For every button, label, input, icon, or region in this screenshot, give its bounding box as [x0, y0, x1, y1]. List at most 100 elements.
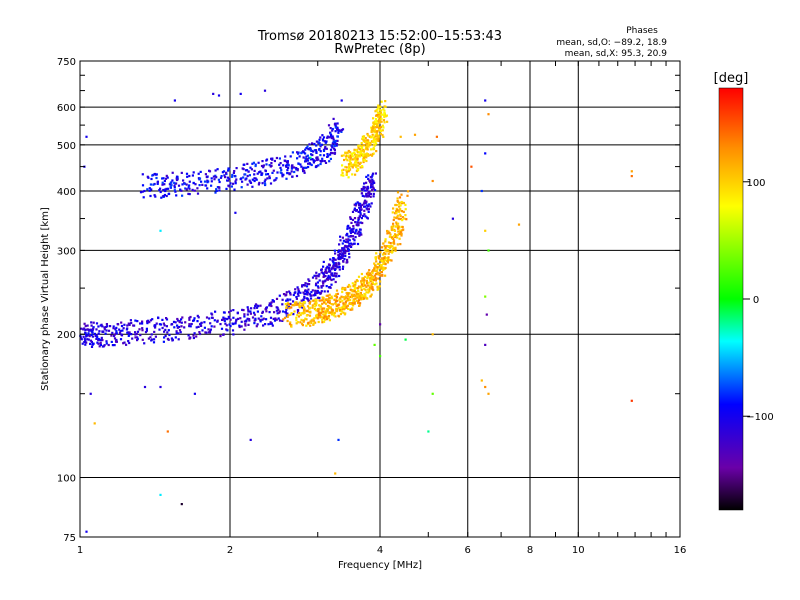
data-point	[258, 171, 261, 174]
data-point	[317, 158, 320, 161]
data-point	[387, 250, 390, 253]
data-point	[262, 324, 265, 327]
data-point	[325, 285, 328, 288]
data-point	[405, 218, 408, 221]
data-point	[354, 297, 357, 300]
data-point	[249, 166, 252, 169]
data-point	[165, 325, 168, 328]
data-point	[341, 256, 344, 260]
data-point	[303, 309, 306, 312]
data-point	[226, 176, 229, 179]
data-point	[338, 253, 341, 256]
data-point	[394, 233, 397, 236]
data-point	[285, 293, 288, 296]
data-point	[379, 271, 382, 274]
data-point	[99, 341, 102, 344]
data-point	[356, 296, 359, 299]
data-point	[139, 191, 143, 194]
data-point	[129, 319, 132, 322]
data-point	[89, 342, 92, 345]
data-point	[94, 334, 97, 338]
data-point	[343, 304, 346, 307]
data-point	[97, 332, 100, 335]
data-point	[212, 92, 215, 95]
data-point	[361, 166, 364, 169]
data-point	[120, 324, 124, 328]
data-point	[365, 200, 368, 203]
data-point	[350, 228, 353, 231]
data-point	[361, 153, 364, 156]
data-point	[363, 213, 366, 216]
data-point	[180, 318, 183, 321]
data-point	[322, 317, 325, 320]
data-point	[308, 293, 312, 296]
data-point	[380, 113, 384, 116]
data-point	[80, 338, 83, 341]
data-point	[283, 316, 287, 319]
data-point	[375, 252, 378, 255]
data-point	[347, 149, 350, 153]
data-point	[351, 173, 354, 176]
data-point	[400, 200, 403, 204]
data-point	[394, 246, 397, 249]
data-point	[285, 291, 288, 294]
data-point	[369, 284, 372, 287]
data-point	[354, 236, 357, 239]
data-point	[93, 422, 96, 425]
data-point	[254, 304, 257, 307]
data-point	[350, 245, 353, 248]
data-point	[391, 211, 394, 214]
data-point	[296, 321, 299, 324]
data-point	[161, 177, 164, 180]
data-point	[269, 182, 273, 185]
data-point	[230, 185, 233, 188]
data-point	[181, 316, 184, 319]
data-point	[209, 328, 212, 331]
data-point	[358, 293, 361, 296]
data-point	[100, 336, 103, 339]
data-point	[112, 334, 116, 338]
data-point	[384, 238, 387, 241]
data-point	[134, 333, 137, 336]
data-point	[630, 175, 633, 178]
data-point	[355, 279, 358, 282]
data-point	[302, 312, 305, 315]
data-point	[192, 171, 195, 174]
data-point	[345, 261, 348, 264]
data-point	[353, 290, 356, 293]
data-point	[356, 232, 359, 235]
data-point	[351, 218, 355, 221]
data-point	[365, 279, 368, 283]
data-point	[207, 331, 211, 334]
data-point	[304, 317, 307, 320]
data-point	[181, 183, 184, 186]
data-point	[238, 325, 241, 329]
data-point	[304, 160, 307, 163]
data-point	[111, 344, 114, 347]
data-point	[362, 283, 365, 286]
data-point	[333, 262, 336, 265]
data-point	[87, 328, 90, 332]
data-point	[375, 139, 378, 142]
data-point	[347, 170, 350, 173]
data-point	[301, 284, 304, 287]
data-point	[369, 295, 372, 298]
data-point	[334, 280, 337, 284]
data-point	[250, 307, 253, 310]
data-point	[319, 145, 322, 148]
data-point	[153, 194, 156, 197]
data-point	[367, 154, 370, 157]
data-point	[197, 316, 200, 319]
data-point	[333, 294, 336, 297]
data-point	[333, 311, 336, 314]
data-point	[372, 146, 375, 149]
data-point	[313, 142, 316, 146]
data-point	[151, 318, 154, 321]
data-point	[115, 340, 118, 343]
data-point	[301, 306, 304, 309]
data-point	[319, 143, 322, 146]
data-point	[309, 149, 312, 152]
data-point	[355, 165, 358, 169]
data-point	[114, 328, 117, 331]
data-point	[480, 379, 483, 382]
